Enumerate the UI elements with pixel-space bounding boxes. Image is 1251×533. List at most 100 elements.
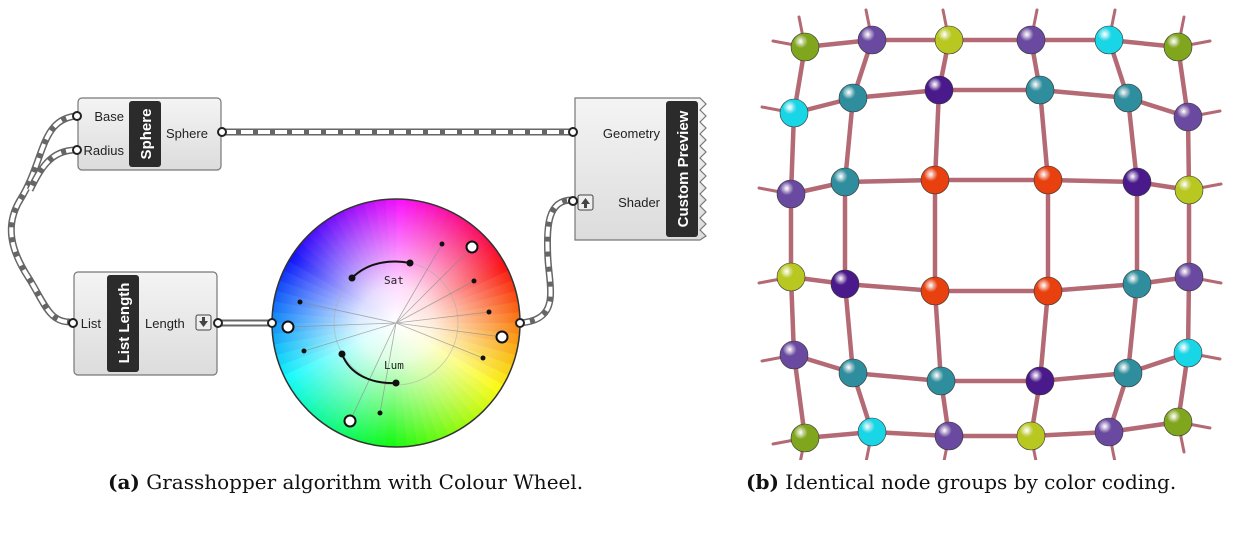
grid-node-yellow [934, 25, 964, 55]
grid-node-teal [838, 83, 868, 113]
grid-node-yellow [1016, 421, 1046, 451]
arrow-up-icon [581, 198, 590, 208]
grid-edge [1037, 87, 1131, 101]
output-sphere-label: Sphere [166, 126, 208, 141]
custom-preview-title: Custom Preview [675, 110, 692, 227]
grid-edge [842, 281, 938, 294]
arrow-down-icon [199, 317, 208, 327]
custom-preview-component[interactable]: Geometry Shader Custom Preview [568, 97, 707, 241]
grid-node-cyan [857, 417, 887, 447]
grid-node-purple [779, 340, 809, 370]
grid-node-red [920, 165, 950, 195]
grid-edge [932, 87, 942, 183]
input-geometry-port[interactable] [568, 127, 578, 137]
grid-node-yellow [1174, 175, 1204, 205]
wheel-handle[interactable] [465, 240, 479, 254]
grid-node-teal [1113, 83, 1143, 113]
grid-node-green [1163, 32, 1193, 62]
grid-edge [1045, 281, 1140, 294]
grid-node-teal [1113, 358, 1143, 388]
grid-node-purple [934, 421, 964, 451]
list-length-component[interactable]: List List Length Length [68, 271, 223, 376]
wheel-output-port[interactable] [515, 318, 525, 328]
caption-a: (a) Grasshopper algorithm with Colour Wh… [108, 470, 583, 494]
grid-edge [932, 288, 944, 384]
grid-node-purple [857, 25, 887, 55]
wheel-marker [439, 241, 445, 247]
caption-b: (b) Identical node groups by color codin… [746, 470, 1176, 494]
sat-arc[interactable] [351, 260, 411, 279]
wheel-marker [297, 299, 303, 305]
grid-node-purple [1016, 25, 1046, 55]
wheel-marker [471, 278, 477, 284]
wheel-handle[interactable] [343, 414, 357, 428]
wheel-marker [480, 355, 486, 361]
grid-node-green [790, 32, 820, 62]
list-length-title: List Length [116, 283, 133, 364]
grid-node-green [790, 423, 820, 453]
grid-edge [1125, 281, 1140, 376]
input-radius-label: Radius [84, 143, 125, 158]
grid-node-purple [776, 179, 806, 209]
grid-node-red [1033, 165, 1063, 195]
sphere-component-title: Sphere [138, 109, 155, 160]
wheel-marker [377, 410, 383, 416]
colour-wheel[interactable]: Sat Lum [267, 197, 525, 449]
grid-node-green [1163, 407, 1193, 437]
grid-node-cyan [779, 98, 809, 128]
grid-node-cyan [1173, 338, 1203, 368]
grid-node-teal [1025, 75, 1055, 105]
grid-node-teal [838, 358, 868, 388]
input-list-label: List [81, 316, 102, 331]
grid-node-violet [1122, 167, 1152, 197]
grid-node-teal [830, 167, 860, 197]
node-grid-render [757, 8, 1223, 460]
grid-node-purple [1094, 417, 1124, 447]
grid-node-teal [926, 366, 956, 396]
output-sphere-port[interactable] [217, 127, 227, 137]
grid-edge [1037, 288, 1051, 384]
grid-edge [1037, 370, 1131, 384]
grid-node-purple [1174, 262, 1204, 292]
lum-arc[interactable] [341, 353, 397, 385]
input-base-label: Base [94, 109, 124, 124]
wheel-marker [301, 348, 307, 354]
grid-node-violet [830, 269, 860, 299]
sphere-component[interactable]: Base Radius Sphere Sphere [72, 97, 227, 171]
grid-node-teal [1122, 269, 1152, 299]
grid-node-purple [1173, 102, 1203, 132]
caption-a-text: Grasshopper algorithm with Colour Wheel. [146, 470, 584, 494]
grid-node-red [920, 276, 950, 306]
grid-edge [850, 370, 944, 384]
grid-node-violet [1025, 366, 1055, 396]
input-shader-label: Shader [618, 195, 661, 210]
input-list-port[interactable] [68, 318, 78, 328]
wheel-handle[interactable] [281, 320, 295, 334]
caption-b-text: Identical node groups by color coding. [785, 470, 1177, 494]
grasshopper-diagram: Base Radius Sphere Sphere Geometry Shade… [7, 97, 707, 449]
input-radius-port[interactable] [72, 145, 82, 155]
grid-node-yellow [776, 262, 806, 292]
figure-canvas: Base Radius Sphere Sphere Geometry Shade… [7, 8, 1223, 460]
input-base-port[interactable] [72, 111, 82, 121]
wire-loop-left [7, 112, 77, 326]
grid-node-cyan [1094, 25, 1124, 55]
grid-edge [842, 177, 938, 185]
grid-edge [1037, 87, 1051, 183]
caption-b-label: (b) [746, 470, 779, 494]
output-length-port[interactable] [213, 318, 223, 328]
grid-edge [850, 87, 942, 101]
grid-edge [842, 281, 856, 376]
grid-edge [1045, 177, 1140, 185]
grid-node-red [1033, 276, 1063, 306]
wheel-marker [486, 309, 492, 315]
caption-a-label: (a) [108, 470, 140, 494]
input-shader-port[interactable] [568, 196, 578, 206]
grid-node-violet [924, 75, 954, 105]
wheel-handle[interactable] [495, 330, 509, 344]
wheel-input-port[interactable] [267, 318, 277, 328]
output-length-label: Length [145, 316, 185, 331]
sat-label: Sat [384, 274, 404, 287]
input-geometry-label: Geometry [603, 126, 661, 141]
lum-label: Lum [384, 359, 404, 372]
